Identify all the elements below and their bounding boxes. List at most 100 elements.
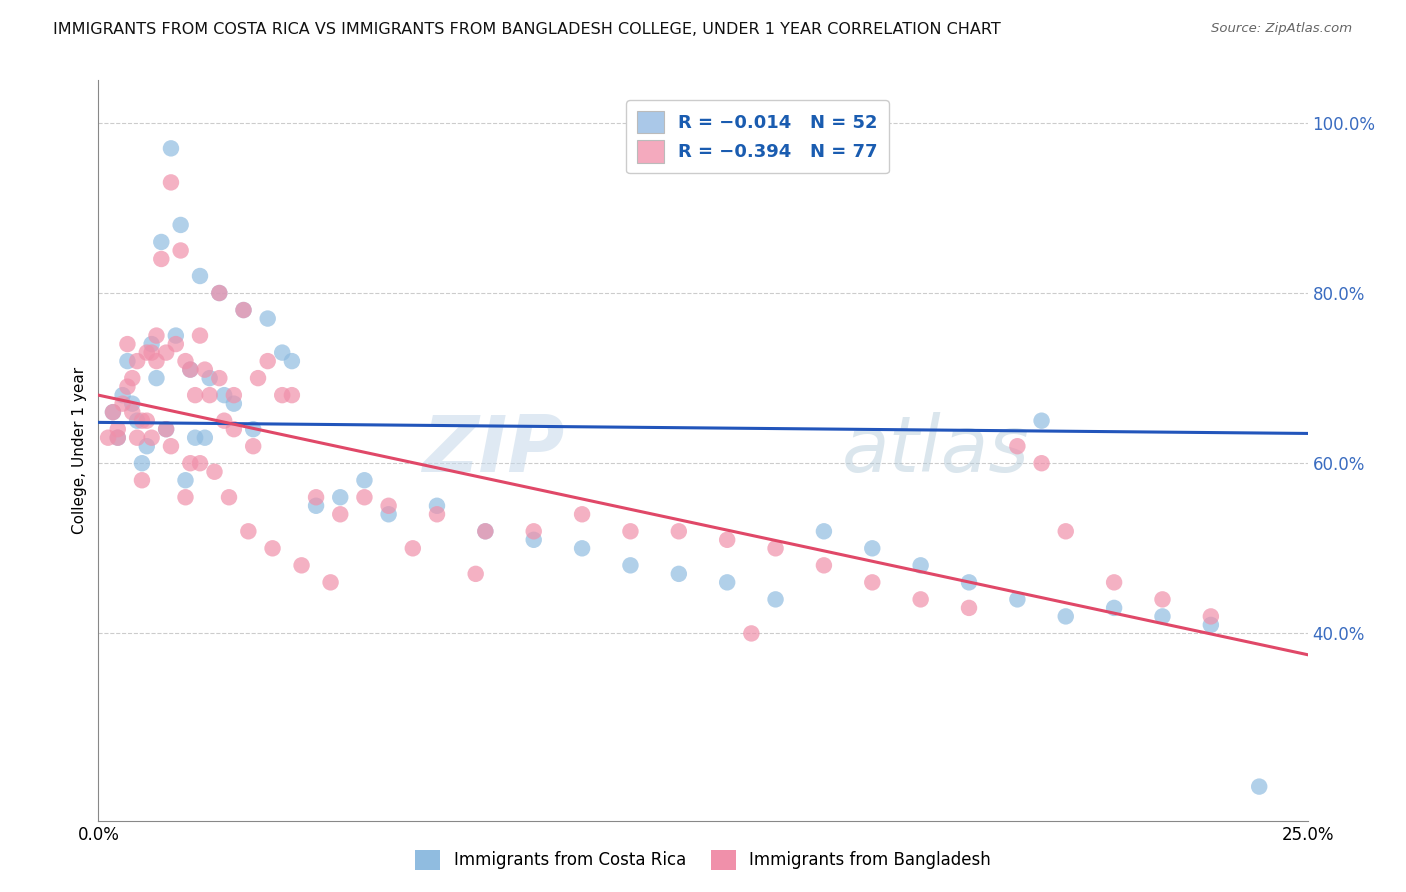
Point bbox=[271, 345, 294, 359]
Point bbox=[242, 439, 264, 453]
Point bbox=[319, 575, 342, 590]
Point bbox=[165, 337, 187, 351]
Point bbox=[860, 541, 883, 556]
Point bbox=[281, 354, 304, 368]
Point bbox=[141, 431, 163, 445]
Point bbox=[232, 303, 254, 318]
Point bbox=[262, 541, 284, 556]
Point bbox=[135, 345, 157, 359]
Point bbox=[813, 524, 835, 539]
Point bbox=[107, 431, 129, 445]
Point bbox=[97, 431, 120, 445]
Point bbox=[145, 328, 167, 343]
Point bbox=[571, 541, 593, 556]
Point bbox=[127, 354, 149, 368]
Point bbox=[204, 465, 226, 479]
Point bbox=[155, 422, 177, 436]
Point bbox=[174, 490, 197, 504]
Point bbox=[402, 541, 425, 556]
Point bbox=[179, 456, 201, 470]
Point bbox=[619, 558, 641, 573]
Text: atlas: atlas bbox=[842, 412, 1031, 489]
Point bbox=[101, 405, 124, 419]
Point bbox=[117, 337, 139, 351]
Point bbox=[131, 456, 153, 470]
Point bbox=[117, 354, 139, 368]
Point bbox=[329, 508, 352, 522]
Point bbox=[474, 524, 496, 539]
Point bbox=[135, 414, 157, 428]
Point bbox=[426, 508, 449, 522]
Point bbox=[238, 524, 260, 539]
Point bbox=[188, 328, 211, 343]
Point bbox=[1054, 609, 1077, 624]
Point bbox=[256, 311, 278, 326]
Point bbox=[198, 371, 221, 385]
Point bbox=[1031, 456, 1053, 470]
Point bbox=[174, 354, 197, 368]
Point bbox=[145, 371, 167, 385]
Point bbox=[179, 362, 201, 376]
Point bbox=[290, 558, 312, 573]
Point bbox=[218, 490, 240, 504]
Point bbox=[474, 524, 496, 539]
Point bbox=[571, 508, 593, 522]
Text: ZIP: ZIP bbox=[422, 412, 564, 489]
Legend: R = −0.014   N = 52, R = −0.394   N = 77: R = −0.014 N = 52, R = −0.394 N = 77 bbox=[626, 101, 889, 173]
Point bbox=[957, 600, 980, 615]
Point bbox=[329, 490, 352, 504]
Point bbox=[121, 371, 143, 385]
Text: IMMIGRANTS FROM COSTA RICA VS IMMIGRANTS FROM BANGLADESH COLLEGE, UNDER 1 YEAR C: IMMIGRANTS FROM COSTA RICA VS IMMIGRANTS… bbox=[53, 22, 1001, 37]
Point bbox=[910, 558, 932, 573]
Point bbox=[121, 397, 143, 411]
Point bbox=[131, 473, 153, 487]
Point bbox=[165, 328, 187, 343]
Point bbox=[188, 456, 211, 470]
Point bbox=[860, 575, 883, 590]
Point bbox=[111, 397, 134, 411]
Point bbox=[1007, 439, 1029, 453]
Point bbox=[765, 541, 787, 556]
Point bbox=[716, 575, 738, 590]
Text: Source: ZipAtlas.com: Source: ZipAtlas.com bbox=[1212, 22, 1353, 36]
Point bbox=[305, 490, 328, 504]
Point bbox=[212, 388, 235, 402]
Point bbox=[1031, 414, 1053, 428]
Point bbox=[1102, 575, 1125, 590]
Point bbox=[174, 473, 197, 487]
Point bbox=[222, 422, 245, 436]
Point bbox=[111, 388, 134, 402]
Point bbox=[353, 473, 375, 487]
Point bbox=[957, 575, 980, 590]
Y-axis label: College, Under 1 year: College, Under 1 year bbox=[72, 367, 87, 534]
Point bbox=[155, 422, 177, 436]
Point bbox=[169, 244, 191, 258]
Point bbox=[141, 337, 163, 351]
Point bbox=[668, 566, 690, 581]
Point bbox=[1199, 618, 1222, 632]
Point bbox=[305, 499, 328, 513]
Point bbox=[160, 175, 183, 189]
Point bbox=[1249, 780, 1271, 794]
Point bbox=[426, 499, 449, 513]
Point bbox=[107, 422, 129, 436]
Point bbox=[271, 388, 294, 402]
Point bbox=[910, 592, 932, 607]
Point bbox=[813, 558, 835, 573]
Point bbox=[198, 388, 221, 402]
Point bbox=[208, 371, 231, 385]
Point bbox=[184, 388, 207, 402]
Point bbox=[619, 524, 641, 539]
Point bbox=[150, 252, 173, 266]
Point bbox=[668, 524, 690, 539]
Point bbox=[194, 431, 217, 445]
Point bbox=[188, 268, 211, 283]
Point bbox=[135, 439, 157, 453]
Point bbox=[232, 303, 254, 318]
Point bbox=[208, 286, 231, 301]
Point bbox=[121, 405, 143, 419]
Point bbox=[1054, 524, 1077, 539]
Point bbox=[1199, 609, 1222, 624]
Point bbox=[169, 218, 191, 232]
Point bbox=[523, 533, 546, 547]
